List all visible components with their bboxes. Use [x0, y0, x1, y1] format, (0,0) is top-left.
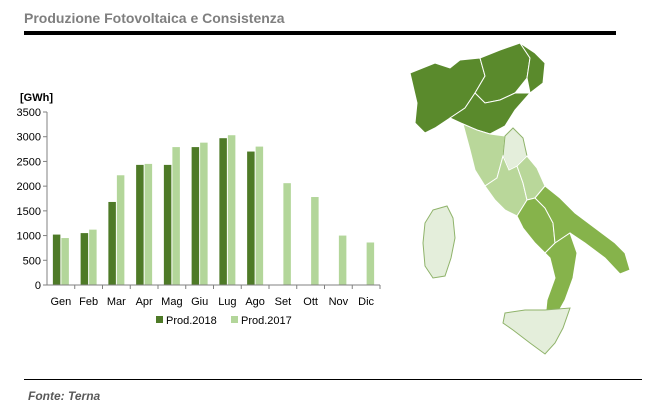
- bar-prod-2017-feb: [89, 229, 97, 285]
- bar-prod-2017-lug: [227, 135, 236, 285]
- y-tick-label: 3500: [17, 107, 41, 119]
- region-sicily: [502, 307, 571, 355]
- y-tick-label: 2000: [17, 181, 41, 193]
- bar-prod-2017-gen: [61, 238, 69, 285]
- y-tick-label: 0: [35, 280, 41, 292]
- y-axis-label: [GWh]: [20, 92, 53, 104]
- x-tick-label: Lug: [218, 296, 236, 308]
- bar-prod-2018-gen: [52, 234, 61, 285]
- y-tick-label: 500: [23, 255, 41, 267]
- x-tick-label: Mag: [161, 296, 182, 308]
- x-tick-label: Gen: [50, 296, 71, 308]
- y-tick-label: 1500: [17, 206, 41, 218]
- y-axis: 0 500 1000 1500 2000 2500 3000 3500: [17, 107, 48, 292]
- bar-prod-2017-ott: [311, 197, 319, 285]
- bar-prod-2017-dic: [366, 242, 375, 285]
- bar-prod-2018-mar: [108, 201, 116, 285]
- bars: [52, 135, 375, 285]
- x-axis: Gen Feb Mar Apr Mag Giu Lug Ago Set Ott Nov Dic: [47, 284, 381, 308]
- legend: Prod.2018 Prod.2017: [156, 315, 292, 327]
- x-tick-label: Nov: [329, 296, 349, 308]
- bar-prod-2018-mag: [163, 164, 172, 285]
- x-tick-label: Ott: [303, 296, 318, 308]
- bar-prod-2017-mag: [172, 147, 180, 285]
- y-tick-label: 3000: [17, 132, 41, 144]
- x-tick-label: Ago: [245, 296, 265, 308]
- bar-prod-2017-giu: [200, 142, 208, 285]
- legend-swatch: [156, 316, 163, 323]
- legend-swatch: [231, 316, 238, 323]
- x-tick-label: Mar: [107, 296, 126, 308]
- x-tick-label: Apr: [136, 296, 153, 308]
- chart-title: Produzione Fotovoltaica e Consistenza: [24, 10, 285, 26]
- source-note: Fonte: Terna: [28, 389, 101, 403]
- bar-prod-2017-mar: [116, 175, 125, 285]
- bar-prod-2018-giu: [191, 147, 200, 285]
- italy-map: [409, 42, 631, 355]
- top-divider: [24, 31, 616, 35]
- region-puglia: [534, 185, 631, 275]
- y-tick-label: 1000: [17, 231, 41, 243]
- bar-prod-2018-ago: [247, 151, 255, 285]
- x-tick-label: Giu: [191, 296, 208, 308]
- bar-prod-2017-apr: [144, 163, 153, 285]
- x-tick-label: Dic: [358, 296, 374, 308]
- bar-prod-2018-lug: [219, 138, 227, 285]
- bar-prod-2017-ago: [255, 146, 264, 285]
- y-tick-label: 2500: [17, 156, 41, 168]
- bar-prod-2017-set: [283, 183, 291, 285]
- legend-label: Prod.2018: [166, 315, 217, 327]
- x-tick-label: Set: [275, 296, 292, 308]
- legend-label: Prod.2017: [241, 315, 292, 327]
- bar-prod-2018-apr: [136, 164, 144, 285]
- region-north-east: [519, 42, 546, 94]
- bar-chart: [GWh] 0 500 1000 1500 2000 2500 3000 3500 Gen Fe…: [17, 92, 381, 327]
- bar-prod-2017-nov: [338, 235, 347, 285]
- region-sardinia: [422, 205, 456, 279]
- x-tick-label: Feb: [79, 296, 98, 308]
- bar-prod-2018-feb: [80, 233, 89, 285]
- bottom-divider: [24, 379, 642, 380]
